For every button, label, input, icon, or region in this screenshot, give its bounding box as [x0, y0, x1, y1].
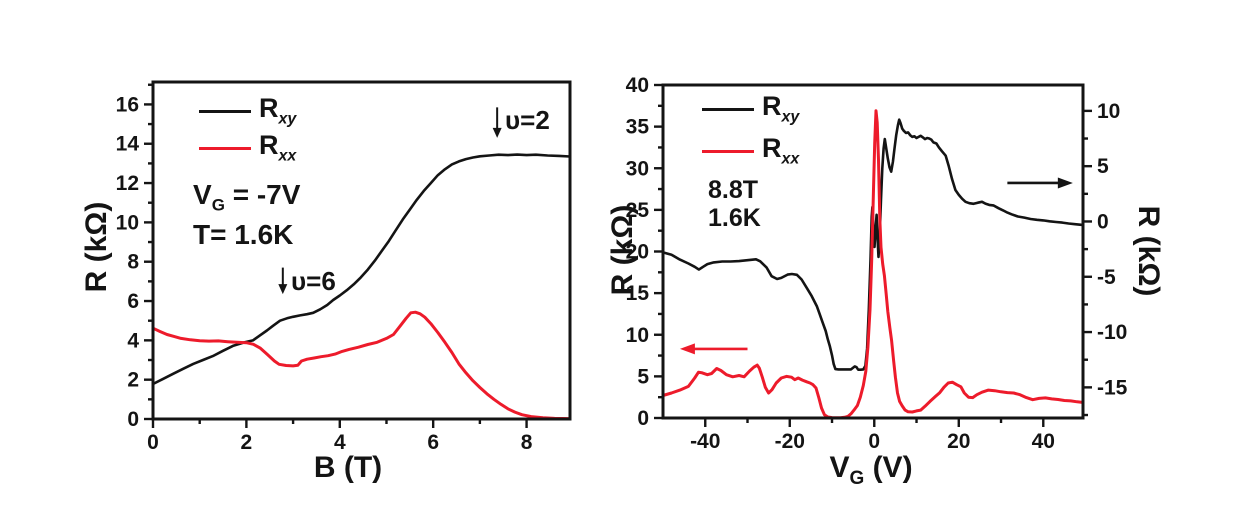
x-axis-tick-label: 2: [241, 431, 253, 454]
xlabel-rest: (V): [864, 451, 913, 484]
x-axis-tick-label: 20: [947, 430, 970, 453]
x-axis-tick-label: 8: [521, 431, 533, 454]
y-left-tick-label: 12: [116, 172, 139, 195]
y-left-tick-label: 10: [626, 324, 649, 347]
x-axis-tick-label: 6: [427, 431, 439, 454]
legend-sub: xx: [781, 150, 800, 168]
left-legend-item-rxy: Rxy: [199, 95, 296, 127]
y-left-tick-label: 40: [626, 74, 649, 97]
x-axis-tick-label: 40: [1032, 430, 1055, 453]
y-left-tick-label: 0: [127, 408, 139, 431]
magnetic-field-annotation: 8.8T: [708, 176, 759, 204]
right-plot-left-y-axis-title: R (kΩ): [606, 204, 639, 296]
x-axis-tick-label: 0: [868, 430, 880, 453]
legend-sub: xy: [278, 110, 297, 128]
legend-main: R: [762, 133, 782, 163]
y-left-tick-label: 2: [127, 369, 139, 392]
filling-factor-6-label: υ=6: [291, 266, 336, 296]
left-plot-y-axis-title: R (kΩ): [80, 201, 113, 293]
curve-rxx: [661, 109, 1083, 420]
y-left-tick-label: 8: [127, 251, 139, 274]
y-left-tick-label: 0: [637, 407, 649, 430]
right-legend-rxy-label: Rxy: [762, 93, 799, 125]
legend-main: R: [762, 91, 782, 121]
xlabel-sub: G: [849, 468, 865, 489]
x-axis-tick-label: 4: [334, 431, 346, 454]
curve-rxx: [151, 310, 572, 421]
right-legend-item-rxx: Rxx: [702, 135, 799, 167]
right-legend-item-rxy: Rxy: [702, 93, 799, 125]
gate-prefix: V: [193, 179, 212, 210]
right-plot-right-y-axis-title: R (kΩ): [1132, 205, 1165, 297]
y-left-tick-label: 6: [127, 290, 139, 313]
right-legend-rxx-line: [702, 149, 754, 153]
x-axis-tick-label: -20: [775, 430, 805, 453]
gate-rest: = -7V: [224, 179, 301, 210]
plot-frame: [661, 83, 1085, 420]
down-arrow-head: [492, 127, 502, 138]
y-left-tick-label: 14: [116, 133, 140, 156]
curve-rxy: [661, 118, 1083, 372]
gate-sub: G: [211, 195, 225, 215]
y-left-tick-label: 15: [626, 282, 650, 305]
right-plot-x-axis-title: VG (V): [829, 451, 912, 490]
y-right-tick-label: -5: [1097, 266, 1116, 289]
temperature-annotation-right: 1.6K: [708, 204, 761, 232]
y-right-tick-label: 5: [1097, 155, 1109, 178]
legend-main: R: [259, 130, 279, 160]
x-axis-tick-label: 0: [147, 431, 159, 454]
xlabel-prefix: V: [829, 451, 850, 484]
y-left-tick-label: 25: [626, 199, 650, 222]
left-legend-rxx-line: [199, 146, 251, 150]
temperature-annotation-left: T= 1.6K: [193, 219, 294, 250]
left-legend-rxx-label: Rxx: [259, 132, 296, 164]
y-left-tick-label: 35: [626, 116, 650, 139]
plot-frame: [151, 80, 572, 421]
filling-factor-2-label: υ=2: [505, 105, 550, 135]
x-axis-tick-label: -40: [690, 430, 720, 453]
y-right-tick-label: -15: [1097, 376, 1128, 399]
left-plot-x-axis-title: B (T): [313, 451, 383, 484]
down-arrow-head: [278, 284, 288, 295]
left-arrow-head: [679, 343, 695, 355]
legend-main: R: [259, 93, 279, 123]
y-right-tick-label: 0: [1097, 210, 1109, 233]
left-plot: 0 2 4 6 8 0 2 4 6 8 10 12 14 16: [116, 80, 572, 454]
y-left-tick-label: 16: [116, 93, 139, 116]
legend-sub: xy: [781, 108, 800, 126]
y-right-tick-label: 10: [1097, 100, 1120, 123]
legend-sub: xx: [278, 147, 297, 165]
left-legend-rxy-label: Rxy: [259, 95, 296, 127]
y-left-tick-label: 20: [626, 241, 649, 264]
y-left-tick-label: 4: [127, 329, 139, 352]
right-plot: -40 -20 0 20 40 0 5 10 15 20 25 30 35 40 10 5 0 -5 -10 -15: [626, 74, 1128, 453]
y-left-tick-label: 10: [116, 211, 139, 234]
left-legend-item-rxx: Rxx: [199, 132, 296, 164]
y-left-tick-label: 5: [637, 365, 649, 388]
right-legend-rxy-line: [702, 107, 754, 111]
y-left-tick-label: 30: [626, 157, 649, 180]
left-legend-rxy-line: [199, 109, 251, 113]
gate-voltage-annotation: VG = -7V: [193, 179, 300, 216]
right-arrow-head: [1057, 177, 1073, 189]
right-legend-rxx-label: Rxx: [762, 135, 799, 167]
y-right-tick-label: -10: [1097, 321, 1127, 344]
